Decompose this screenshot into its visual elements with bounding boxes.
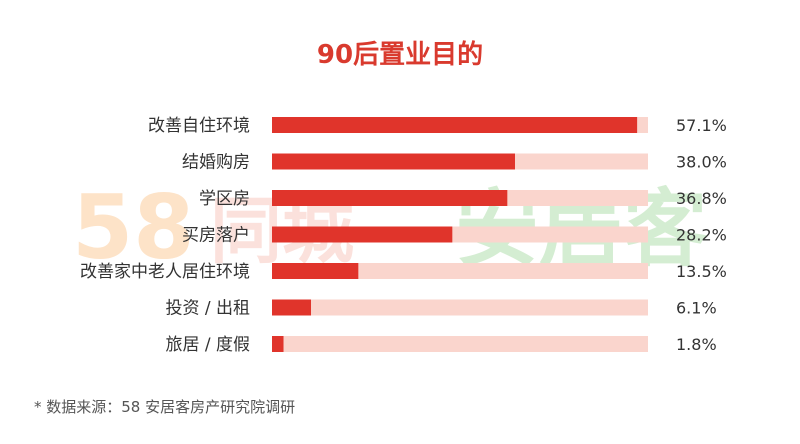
bar — [272, 299, 312, 316]
value-label: 57.1% — [676, 116, 727, 135]
category-label: 改善自住环境 — [148, 116, 250, 136]
bar-track — [272, 336, 648, 352]
bar-track — [272, 263, 648, 279]
value-label: 36.8% — [676, 189, 727, 208]
value-label: 1.8% — [676, 335, 717, 354]
bars — [272, 117, 638, 352]
bar — [272, 117, 638, 133]
category-label: 结婚购房 — [182, 153, 250, 173]
category-label: 学区房 — [199, 189, 250, 209]
category-label: 旅居 / 度假 — [165, 335, 250, 355]
bar — [272, 336, 284, 352]
category-label: 投资 / 出租 — [165, 299, 250, 319]
bar-track — [272, 299, 648, 316]
bar — [272, 226, 453, 243]
chart-title: 90后置业目的 — [317, 39, 483, 70]
value-label: 13.5% — [676, 262, 727, 281]
value-label: 38.0% — [676, 153, 727, 172]
value-labels: 57.1% 38.0% 36.8% 28.2% 13.5% 6.1% 1.8% — [676, 116, 727, 354]
bar — [272, 263, 359, 279]
value-label: 6.1% — [676, 299, 717, 318]
source-note: * 数据来源：58 安居客房产研究院调研 — [34, 398, 295, 416]
bar — [272, 153, 515, 170]
bar — [272, 190, 508, 206]
category-label: 买房落户 — [182, 226, 250, 246]
category-label: 改善家中老人居住环境 — [80, 262, 250, 282]
value-label: 28.2% — [676, 226, 727, 245]
watermark-58-logo: 58 — [72, 176, 194, 279]
